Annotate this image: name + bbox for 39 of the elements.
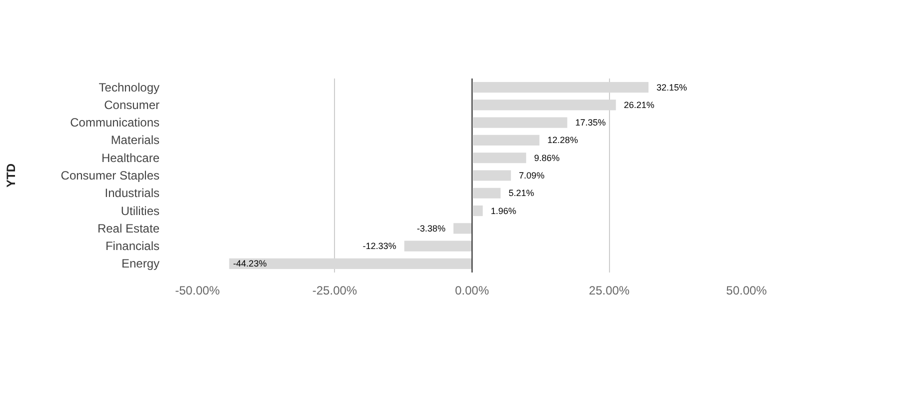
y-tick-label: Materials bbox=[110, 133, 160, 148]
bar bbox=[472, 134, 540, 146]
x-tick-label: 50.00% bbox=[726, 284, 768, 298]
y-tick-label: Communications bbox=[70, 116, 160, 130]
y-tick-label: Consumer Staples bbox=[60, 168, 160, 182]
x-tick-label: 25.00% bbox=[588, 284, 630, 298]
data-label: 32.15% bbox=[656, 82, 688, 92]
bar bbox=[472, 205, 483, 216]
x-tick-label: -25.00% bbox=[312, 284, 358, 298]
x-tick-label: -50.00% bbox=[175, 284, 220, 298]
bar bbox=[453, 223, 472, 234]
y-tick-label: Real Estate bbox=[97, 221, 160, 236]
bar bbox=[472, 170, 511, 181]
bar bbox=[472, 82, 649, 93]
y-tick-label: Energy bbox=[121, 256, 160, 271]
bar bbox=[472, 100, 616, 110]
data-label: 1.96% bbox=[490, 206, 516, 216]
bar bbox=[472, 117, 568, 128]
data-label: 9.86% bbox=[534, 152, 560, 163]
y-tick-label: Healthcare bbox=[101, 150, 160, 165]
y-tick-label: Technology bbox=[98, 80, 160, 94]
y-tick-label: Industrials bbox=[104, 186, 160, 200]
data-label: 5.21% bbox=[508, 188, 534, 198]
data-label: 26.21% bbox=[624, 100, 654, 110]
bar bbox=[229, 258, 472, 269]
bar bbox=[404, 240, 472, 252]
bar bbox=[472, 188, 501, 198]
y-axis-title: YTD bbox=[4, 163, 18, 188]
data-label: 12.28% bbox=[547, 135, 578, 146]
data-label: -3.38% bbox=[416, 223, 446, 234]
data-label: -12.33% bbox=[362, 241, 396, 252]
data-label: -44.23% bbox=[233, 258, 267, 269]
y-tick-label: Consumer bbox=[104, 98, 160, 112]
data-label: 7.09% bbox=[518, 170, 544, 180]
y-tick-label: Financials bbox=[105, 239, 160, 254]
data-label: 17.35% bbox=[575, 118, 606, 128]
x-tick-label: 0.00% bbox=[454, 284, 490, 298]
bar bbox=[472, 152, 526, 164]
y-tick-label: Utilities bbox=[120, 204, 160, 218]
